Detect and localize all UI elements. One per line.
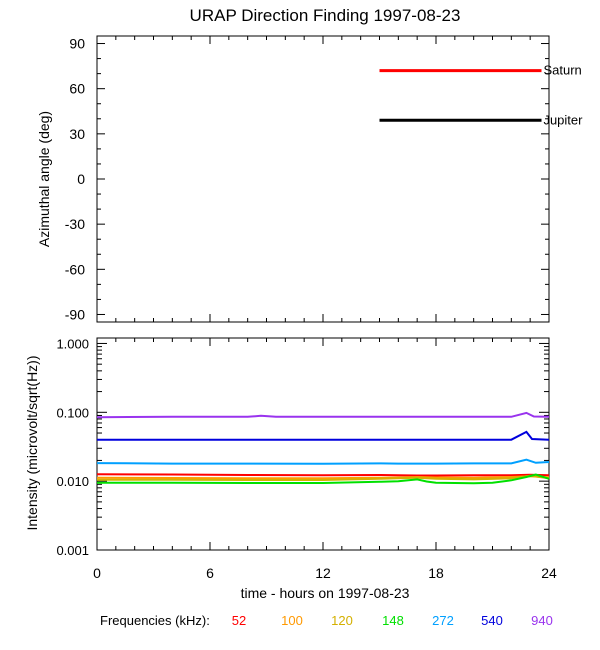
legend-entry-52khz: 52 xyxy=(232,613,246,628)
legend-title: Frequencies (kHz): xyxy=(100,613,210,628)
y-tick-label: -90 xyxy=(65,306,85,322)
frequency-legend: Frequencies (kHz): 52 100 120 148 272 540 940 xyxy=(100,613,553,628)
x-tick-label: 0 xyxy=(93,565,101,581)
legend-entry-100khz: 100 xyxy=(281,613,303,628)
series-line-120khz xyxy=(97,474,550,481)
chart-title: URAP Direction Finding 1997-08-23 xyxy=(190,6,461,25)
y-tick-label: 0.010 xyxy=(56,474,89,489)
series-line-272khz xyxy=(96,458,550,465)
direction-series: Saturn Jupiter xyxy=(379,63,583,127)
x-tick-label: 24 xyxy=(541,565,557,581)
legend-entry-272khz: 272 xyxy=(432,613,454,628)
legend-entry-540khz: 540 xyxy=(481,613,503,628)
legend-entry-940khz: 940 xyxy=(531,613,553,628)
y-tick-label: 1.000 xyxy=(56,336,89,351)
series-line-148khz xyxy=(97,473,550,485)
y-tick-label: -60 xyxy=(65,261,85,277)
series-line-540khz xyxy=(97,430,550,441)
intensity-plot-frame xyxy=(96,337,550,551)
x-tick-label: 18 xyxy=(428,565,444,581)
y-tick-label: 0.100 xyxy=(56,405,89,420)
y-tick-label: 30 xyxy=(69,126,85,142)
intensity-y-axis: 1.000 0.100 0.010 0.001 xyxy=(56,336,549,558)
x-tick-label: 6 xyxy=(206,565,214,581)
series-line-52khz xyxy=(96,473,550,477)
y-tick-label: 0.001 xyxy=(56,543,89,558)
intensity-series xyxy=(96,411,550,485)
time-x-axis: 0 6 12 18 24 xyxy=(93,36,557,581)
direction-plot-frame xyxy=(96,35,550,323)
y-tick-label: 90 xyxy=(69,36,85,52)
time-xlabel: time - hours on 1997-08-23 xyxy=(241,585,410,601)
x-tick-label: 12 xyxy=(315,565,331,581)
legend-entry-148khz: 148 xyxy=(382,613,404,628)
direction-y-axis: 90 60 30 0 -30 -60 -90 xyxy=(65,36,549,322)
legend-entry-120khz: 120 xyxy=(331,613,353,628)
direction-ylabel: Azimuthal angle (deg) xyxy=(36,111,52,247)
intensity-ylabel: Intensity (microvolt/sqrt(Hz)) xyxy=(24,355,40,530)
series-label-saturn: Saturn xyxy=(543,63,581,78)
y-tick-label: 0 xyxy=(77,171,85,187)
y-tick-label: 60 xyxy=(69,81,85,97)
y-tick-label: -30 xyxy=(65,216,85,232)
series-line-100khz xyxy=(96,475,550,480)
series-label-jupiter: Jupiter xyxy=(543,112,583,127)
series-line-940khz xyxy=(96,411,550,419)
